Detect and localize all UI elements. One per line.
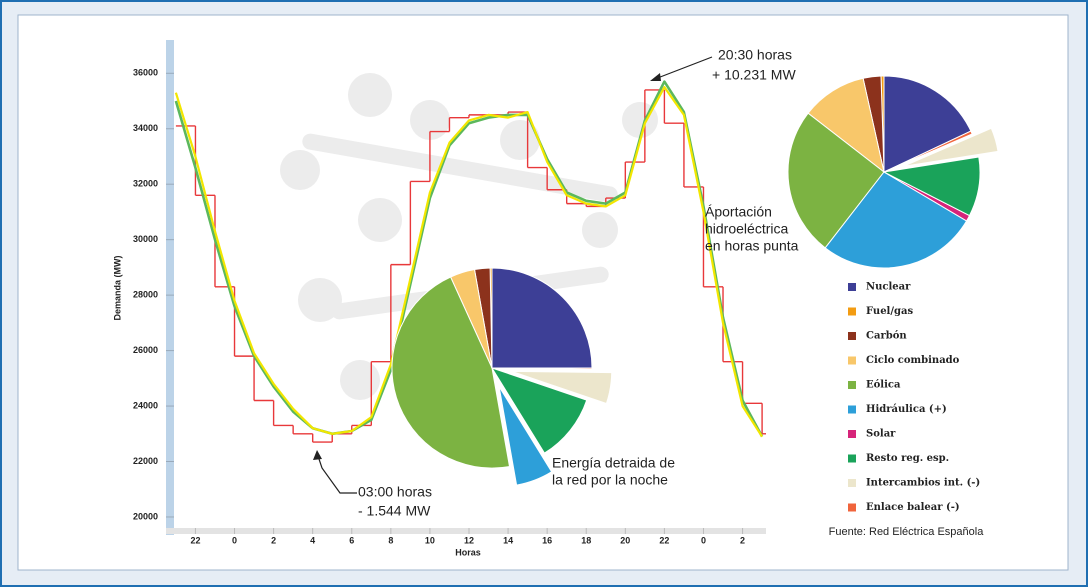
pie-slice xyxy=(787,112,885,249)
annotation-arrow xyxy=(317,455,357,494)
x-tick-label: 6 xyxy=(349,535,354,545)
x-tick-label: 2 xyxy=(271,535,276,545)
pie-slice xyxy=(490,367,588,454)
series-line xyxy=(174,80,764,438)
pie-slice xyxy=(498,386,553,486)
y-axis-label: Demanda (MW) xyxy=(112,255,122,320)
legend-swatch xyxy=(848,503,856,512)
legend-swatch xyxy=(848,356,856,365)
x-tick-label: 10 xyxy=(425,535,435,545)
pie-slice xyxy=(807,77,885,174)
legend-swatch xyxy=(848,381,856,389)
y-tick-label: 30000 xyxy=(133,234,158,244)
annotation: la red por la noche xyxy=(552,472,668,488)
x-axis-label: Horas xyxy=(455,547,481,557)
legend-label: Hidráulica (+) xyxy=(866,404,947,415)
annotations: 20:30 horas + 10.231 MW Áportaciónhidroelé… xyxy=(358,47,799,519)
pie-slice xyxy=(511,370,613,405)
annotation: 03:00 horas xyxy=(358,484,432,500)
x-tick-label: 0 xyxy=(701,535,706,545)
legend-swatch xyxy=(848,332,856,340)
source: Fuente: Red Eléctrica Española xyxy=(829,526,985,538)
legend-swatch xyxy=(848,454,856,463)
y-tick-label: 22000 xyxy=(133,456,158,466)
y-tick-label: 34000 xyxy=(133,123,158,133)
x-tick-label: 16 xyxy=(542,535,552,545)
legend-label: Fuel/gas xyxy=(866,306,913,317)
annotation: Energía detraida de xyxy=(552,455,675,471)
y-tick-label: 36000 xyxy=(133,68,158,78)
legend-label: Resto reg. esp. xyxy=(866,453,949,464)
legend-label: Intercambios int. (-) xyxy=(866,478,980,489)
y-tick-label: 26000 xyxy=(133,345,158,355)
legend: Nuclear Fuel/gas Carbón Ciclo combinado Eóli… xyxy=(848,282,980,513)
legend-swatch xyxy=(848,307,856,316)
annotation: + 10.231 MW xyxy=(712,67,796,83)
pie-slice xyxy=(491,267,593,369)
pie-slice xyxy=(824,171,968,269)
annotation: - 1.544 MW xyxy=(358,503,431,519)
arrowhead xyxy=(650,73,661,81)
annotation: en horas punta xyxy=(705,238,799,254)
x-tick-label: 0 xyxy=(232,535,237,545)
series-line xyxy=(174,86,764,438)
legend-label: Solar xyxy=(866,429,896,440)
x-tick-label: 12 xyxy=(464,535,474,545)
y-tick-label: 24000 xyxy=(133,400,158,410)
pie-slice xyxy=(491,367,593,370)
y-tick-label: 20000 xyxy=(133,511,158,521)
y-axis-bar xyxy=(166,40,174,535)
legend-label: Enlace balear (-) xyxy=(866,502,960,513)
annotation: Áportación xyxy=(705,204,772,220)
legend-label: Ciclo combinado xyxy=(866,355,960,366)
x-tick-label: 20 xyxy=(620,535,630,545)
pie-slice xyxy=(882,156,981,217)
legend-swatch xyxy=(848,405,856,414)
plot: 2000022000240002600028000300003200034000… xyxy=(133,68,766,545)
legend-swatch xyxy=(848,479,856,487)
annotation: hidroeléctrica xyxy=(705,221,788,237)
arrowhead xyxy=(313,450,322,460)
y-tick-label: 28000 xyxy=(133,290,158,300)
x-tick-label: 22 xyxy=(659,535,669,545)
pie-slice xyxy=(391,276,511,469)
pie-slice xyxy=(883,130,973,173)
pies xyxy=(391,75,999,486)
x-tick-label: 4 xyxy=(310,535,315,545)
legend-label: Eólica xyxy=(866,380,901,391)
x-tick-label: 22 xyxy=(190,535,200,545)
legend-label: Nuclear xyxy=(866,282,911,293)
pie-slice xyxy=(883,75,972,173)
annotation-arrow xyxy=(654,56,713,80)
x-tick-label: 18 xyxy=(581,535,591,545)
x-tick-label: 8 xyxy=(388,535,393,545)
annotation: 20:30 horas xyxy=(718,47,792,63)
x-tick-label: 2 xyxy=(740,535,745,545)
legend-label: Carbón xyxy=(866,331,907,342)
legend-swatch xyxy=(848,430,856,438)
pie-slice xyxy=(903,127,999,167)
x-tick-label: 14 xyxy=(503,535,513,545)
y-tick-label: 32000 xyxy=(133,179,158,189)
x-axis-bar xyxy=(166,528,766,534)
legend-swatch xyxy=(848,283,856,291)
